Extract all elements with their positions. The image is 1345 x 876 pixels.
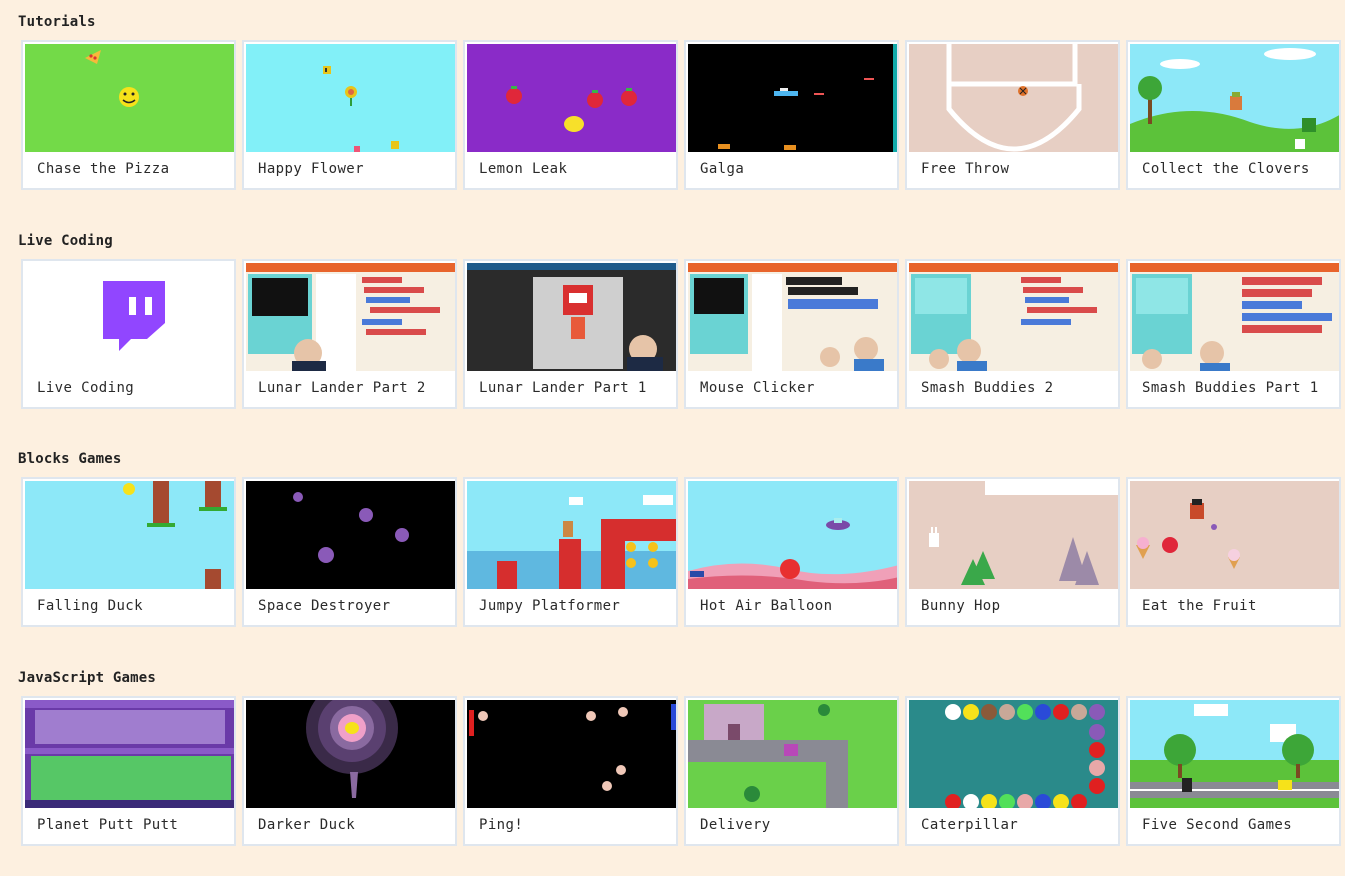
thumbnail bbox=[1130, 44, 1339, 152]
section-title: JavaScript Games bbox=[18, 670, 157, 686]
card-free-throw[interactable]: Free Throw bbox=[905, 40, 1120, 190]
thumbnail bbox=[688, 44, 897, 152]
card-row: Planet Putt Putt Darker Duck bbox=[18, 696, 1345, 846]
card-label: Galga bbox=[700, 161, 745, 177]
card-label: Eat the Fruit bbox=[1142, 598, 1257, 614]
card-label: Delivery bbox=[700, 817, 771, 833]
card-happy-flower[interactable]: Happy Flower bbox=[242, 40, 457, 190]
card-label: Caterpillar bbox=[921, 817, 1019, 833]
card-label: Planet Putt Putt bbox=[37, 817, 179, 833]
card-space-destroyer[interactable]: Space Destroyer bbox=[242, 477, 457, 627]
card-label: Bunny Hop bbox=[921, 598, 1001, 614]
thumbnail bbox=[688, 700, 897, 808]
thumbnail bbox=[25, 481, 234, 589]
card-label: Space Destroyer bbox=[258, 598, 391, 614]
card-collect-the-clovers[interactable]: Collect the Clovers bbox=[1126, 40, 1341, 190]
card-eat-the-fruit[interactable]: Eat the Fruit bbox=[1126, 477, 1341, 627]
thumbnail bbox=[246, 263, 455, 371]
thumbnail bbox=[246, 700, 455, 808]
twitch-icon bbox=[25, 263, 234, 371]
card-label: Ping! bbox=[479, 817, 524, 833]
card-ping[interactable]: Ping! bbox=[463, 696, 678, 846]
card-lunar-lander-part-2[interactable]: Lunar Lander Part 2 bbox=[242, 259, 457, 409]
card-galga[interactable]: Galga bbox=[684, 40, 899, 190]
thumbnail bbox=[467, 263, 676, 371]
card-label: Darker Duck bbox=[258, 817, 356, 833]
thumbnail bbox=[25, 700, 234, 808]
card-label: Free Throw bbox=[921, 161, 1010, 177]
card-row: Chase the Pizza Happy Flower bbox=[18, 40, 1345, 190]
card-smash-buddies-part-1[interactable]: Smash Buddies Part 1 bbox=[1126, 259, 1341, 409]
card-falling-duck[interactable]: Falling Duck bbox=[21, 477, 236, 627]
card-live-coding[interactable]: Live Coding bbox=[21, 259, 236, 409]
card-label: Lunar Lander Part 2 bbox=[258, 380, 426, 396]
card-bunny-hop[interactable]: Bunny Hop bbox=[905, 477, 1120, 627]
card-delivery[interactable]: Delivery bbox=[684, 696, 899, 846]
thumbnail bbox=[246, 481, 455, 589]
thumbnail bbox=[25, 263, 234, 371]
card-lemon-leak[interactable]: Lemon Leak bbox=[463, 40, 678, 190]
card-label: Five Second Games bbox=[1142, 817, 1293, 833]
thumbnail bbox=[909, 263, 1118, 371]
card-label: Collect the Clovers bbox=[1142, 161, 1310, 177]
card-jumpy-platformer[interactable]: Jumpy Platformer bbox=[463, 477, 678, 627]
card-label: Lunar Lander Part 1 bbox=[479, 380, 647, 396]
card-label: Happy Flower bbox=[258, 161, 364, 177]
thumbnail bbox=[1130, 481, 1339, 589]
card-hot-air-balloon[interactable]: Hot Air Balloon bbox=[684, 477, 899, 627]
card-smash-buddies-2[interactable]: Smash Buddies 2 bbox=[905, 259, 1120, 409]
card-lunar-lander-part-1[interactable]: Lunar Lander Part 1 bbox=[463, 259, 678, 409]
thumbnail bbox=[467, 44, 676, 152]
card-label: Live Coding bbox=[37, 380, 135, 396]
card-row: Falling Duck Space Destroyer bbox=[18, 477, 1345, 627]
card-row: Live Coding Lunar Lander Part 2 bbox=[18, 259, 1345, 409]
thumbnail bbox=[467, 481, 676, 589]
thumbnail bbox=[467, 700, 676, 808]
card-label: Mouse Clicker bbox=[700, 380, 815, 396]
card-planet-putt-putt[interactable]: Planet Putt Putt bbox=[21, 696, 236, 846]
card-label: Smash Buddies Part 1 bbox=[1142, 380, 1319, 396]
card-five-second-games[interactable]: Five Second Games bbox=[1126, 696, 1341, 846]
thumbnail bbox=[25, 44, 234, 152]
thumbnail bbox=[688, 263, 897, 371]
card-chase-the-pizza[interactable]: Chase the Pizza bbox=[21, 40, 236, 190]
thumbnail bbox=[688, 481, 897, 589]
card-caterpillar[interactable]: Caterpillar bbox=[905, 696, 1120, 846]
thumbnail bbox=[909, 44, 1118, 152]
thumbnail bbox=[909, 481, 1118, 589]
card-label: Jumpy Platformer bbox=[479, 598, 621, 614]
card-label: Chase the Pizza bbox=[37, 161, 170, 177]
card-darker-duck[interactable]: Darker Duck bbox=[242, 696, 457, 846]
card-mouse-clicker[interactable]: Mouse Clicker bbox=[684, 259, 899, 409]
card-label: Lemon Leak bbox=[479, 161, 568, 177]
thumbnail bbox=[1130, 700, 1339, 808]
section-title: Blocks Games bbox=[18, 451, 122, 467]
card-label: Hot Air Balloon bbox=[700, 598, 833, 614]
section-title: Tutorials bbox=[18, 14, 96, 30]
thumbnail bbox=[1130, 263, 1339, 371]
card-label: Smash Buddies 2 bbox=[921, 380, 1054, 396]
section-title: Live Coding bbox=[18, 233, 113, 249]
thumbnail bbox=[246, 44, 455, 152]
thumbnail bbox=[909, 700, 1118, 808]
card-label: Falling Duck bbox=[37, 598, 143, 614]
